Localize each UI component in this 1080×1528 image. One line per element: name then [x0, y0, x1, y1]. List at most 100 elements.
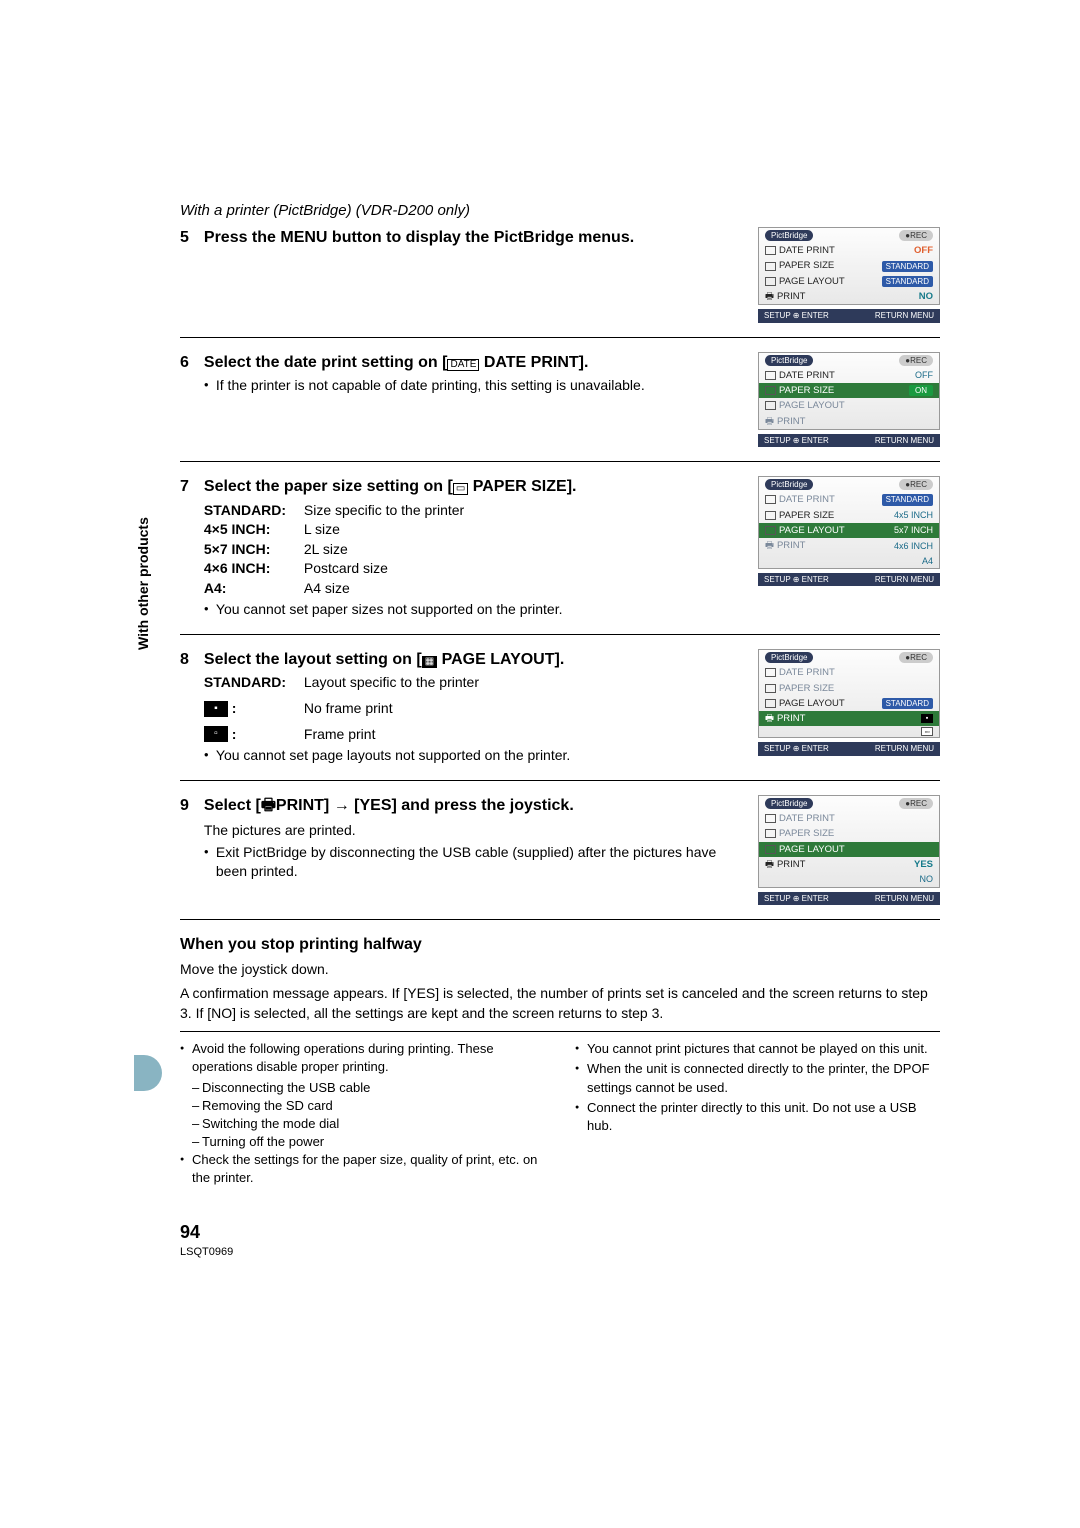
step-7-num: 7	[180, 476, 200, 498]
sc-val-no: NO	[919, 290, 933, 303]
sc2-paper: PAPER SIZE	[779, 384, 834, 397]
step-9-title-b: [YES] and press the joystick.	[350, 797, 574, 814]
sc5-foot-r: RETURN MENU	[875, 893, 934, 904]
sc2-date: DATE PRINT	[779, 369, 835, 382]
sc3-cam: ●REC	[899, 479, 933, 490]
noframe-icon: ▪	[204, 701, 228, 717]
halfway-l1: Move the joystick down.	[180, 960, 940, 980]
sc4-licon1: ▪	[921, 714, 933, 723]
sc2-layout: PAGE LAYOUT	[779, 399, 845, 412]
step-7-defs: STANDARD: Size specific to the printer 4×…	[204, 501, 742, 599]
sc3-foot-r: RETURN MENU	[875, 574, 934, 585]
sc3-a4: A4	[922, 555, 933, 568]
doc-id: LSQT0969	[180, 1245, 940, 1260]
sc4-licon2: ▫▫	[921, 727, 933, 736]
arrow-icon: →	[334, 797, 350, 814]
screenshot-menus: PictBridge●REC DATE PRINTOFF PAPER SIZES…	[758, 227, 940, 323]
step-5-title: Press the MENU button to display the Pic…	[204, 227, 742, 249]
sc4-print: PRINT	[777, 712, 806, 725]
step-9-line1: The pictures are printed.	[204, 821, 742, 841]
step-8-title: Select the layout setting on [▦ PAGE LAY…	[204, 649, 742, 671]
sc2-foot-r: RETURN MENU	[875, 435, 934, 446]
def8-std-v: Layout specific to the printer	[304, 673, 479, 693]
sc4-std: STANDARD	[882, 698, 933, 709]
def-a4-v: A4 size	[304, 579, 350, 599]
step-8-note: You cannot set page layouts not supporte…	[204, 746, 742, 766]
sc4-layout: PAGE LAYOUT	[779, 697, 845, 710]
halfway-l2: A confirmation message appears. If [YES]…	[180, 984, 940, 1023]
left-d1: Disconnecting the USB cable	[180, 1079, 545, 1097]
sc-foot-return: RETURN MENU	[875, 310, 934, 321]
sc5-pb: PictBridge	[765, 798, 813, 809]
sc5-paper: PAPER SIZE	[779, 827, 834, 840]
def8-std-k: STANDARD:	[204, 673, 298, 693]
def-a4-k: A4:	[204, 579, 298, 599]
sc3-5x7: 5x7 INCH	[894, 524, 933, 537]
screenshot-date-print: PictBridge●REC DATE PRINTOFF PAPER SIZEO…	[758, 352, 940, 448]
def-4x6-k: 4×6 INCH:	[204, 559, 298, 579]
sc-row-print: PRINT	[777, 290, 806, 303]
def-4x5-v: L size	[304, 520, 340, 540]
def-standard-v: Size specific to the printer	[304, 501, 464, 521]
notes-col-right: You cannot print pictures that cannot be…	[575, 1040, 940, 1190]
sc5-foot-s: SETUP ⊕ ENTER	[764, 893, 829, 904]
left-b1: Avoid the following operations during pr…	[180, 1040, 545, 1076]
sc-row-date-print: DATE PRINT	[779, 244, 835, 257]
step-6-title-a: Select the date print setting on [	[204, 354, 448, 371]
sc-val-standard2: STANDARD	[882, 276, 933, 287]
def-5x7-v: 2L size	[304, 540, 348, 560]
step-6: 6 Select the date print setting on [DATE…	[180, 352, 940, 463]
sc-val-off: OFF	[914, 244, 933, 257]
step-8-title-a: Select the layout setting on [	[204, 651, 422, 668]
sc4-foot-r: RETURN MENU	[875, 743, 934, 754]
sc4-foot-s: SETUP ⊕ ENTER	[764, 743, 829, 754]
step-6-title-b: DATE PRINT].	[479, 354, 588, 371]
sc4-cam: ●REC	[899, 652, 933, 663]
step-9: 9 Select [🖶PRINT] → [YES] and press the …	[180, 795, 940, 920]
sc2-off: OFF	[915, 369, 933, 382]
frame-colon: :	[232, 725, 237, 745]
sc3-layout: PAGE LAYOUT	[779, 524, 845, 537]
page-number: 94	[180, 1220, 940, 1245]
left-d4: Turning off the power	[180, 1133, 545, 1151]
step-8-title-b: PAGE LAYOUT].	[437, 651, 564, 668]
sc5-no: NO	[920, 873, 934, 886]
notes-col-left: Avoid the following operations during pr…	[180, 1040, 545, 1190]
sc5-date: DATE PRINT	[779, 812, 835, 825]
frame-icon: ▫	[204, 726, 228, 742]
sc3-foot-s: SETUP ⊕ ENTER	[764, 574, 829, 585]
left-d2: Removing the SD card	[180, 1097, 545, 1115]
right-b1: You cannot print pictures that cannot be…	[575, 1040, 940, 1058]
print-icon: 🖶	[261, 797, 276, 814]
step-5: 5 Press the MENU button to display the P…	[180, 227, 940, 338]
halfway-title: When you stop printing halfway	[180, 934, 940, 956]
side-tab: With other products	[134, 517, 154, 650]
step-6-note: If the printer is not capable of date pr…	[204, 376, 742, 396]
frame-val: Frame print	[304, 725, 376, 745]
sc3-paper: PAPER SIZE	[779, 509, 834, 522]
left-b2: Check the settings for the paper size, q…	[180, 1151, 545, 1187]
sc-row-paper-size: PAPER SIZE	[779, 259, 834, 272]
def-4x5-k: 4×5 INCH:	[204, 520, 298, 540]
sc2-on: ON	[909, 385, 933, 396]
step-7-title-a: Select the paper size setting on [	[204, 478, 453, 495]
sc-pictbridge-badge: PictBridge	[765, 230, 813, 241]
step-9-title-m: PRINT]	[276, 797, 334, 814]
step-7-note: You cannot set paper sizes not supported…	[204, 600, 742, 620]
sc5-print: PRINT	[777, 858, 806, 871]
paper-size-icon: ▭	[453, 483, 468, 495]
def-standard-k: STANDARD:	[204, 501, 298, 521]
def-4x6-v: Postcard size	[304, 559, 388, 579]
right-b3: Connect the printer directly to this uni…	[575, 1099, 940, 1135]
step-7-title-b: PAPER SIZE].	[468, 478, 576, 495]
date-icon: DATE	[447, 359, 479, 371]
screenshot-print: PictBridge●REC DATE PRINT PAPER SIZE PAG…	[758, 795, 940, 905]
sc3-4x6: 4x6 INCH	[894, 540, 933, 553]
notes-columns: Avoid the following operations during pr…	[180, 1031, 940, 1190]
page-layout-icon: ▦	[422, 656, 437, 668]
step-7: 7 Select the paper size setting on [▭ PA…	[180, 476, 940, 635]
sc3-pb: PictBridge	[765, 479, 813, 490]
page-footer: 94 LSQT0969	[180, 1220, 940, 1261]
left-d3: Switching the mode dial	[180, 1115, 545, 1133]
sc-cam2: ●REC	[899, 355, 933, 366]
